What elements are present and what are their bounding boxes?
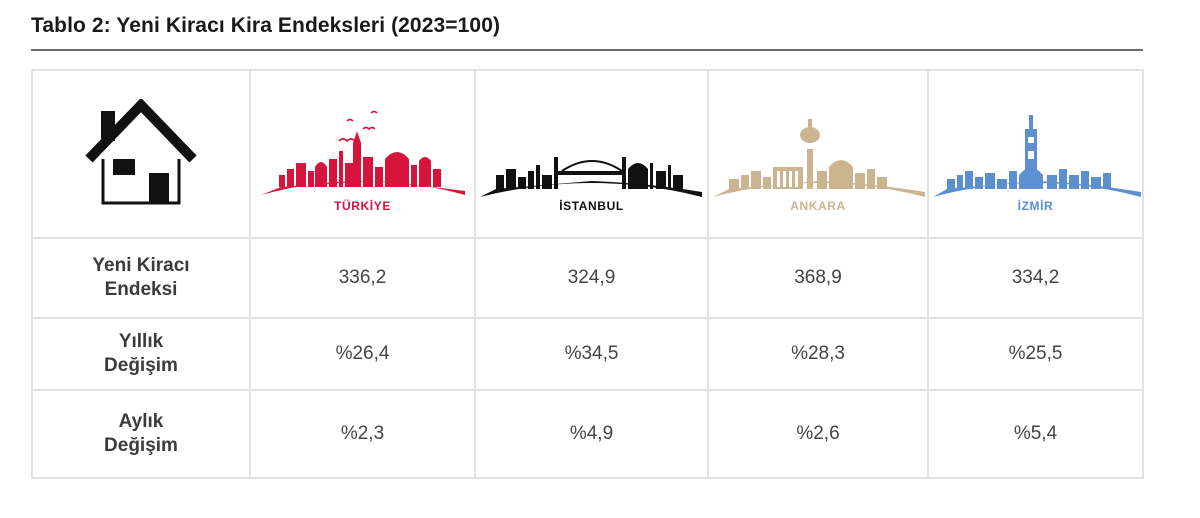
column-izmir: İZMİR [927,69,1144,239]
house-icon [85,99,197,205]
table-cell: %2,3 [249,389,476,479]
header-row: TÜRKİYE İ [31,69,1144,239]
title-divider [31,49,1143,51]
turkiye-skyline-icon [261,110,465,195]
column-ankara: ANKARA [707,69,929,239]
column-title-turkiye: TÜRKİYE [334,199,391,213]
table-cell: %28,3 [707,317,929,391]
table-row: Yeni Kiracı Endeksi 336,2 324,9 368,9 33… [31,237,1144,319]
table-cell: %4,9 [474,389,709,479]
table-cell: 324,9 [474,237,709,319]
table-cell: %34,5 [474,317,709,391]
table-cell: %5,4 [927,389,1144,479]
table-cell: %26,4 [249,317,476,391]
rent-index-table: TÜRKİYE İ [31,69,1144,479]
row-label-monthly-change: Aylık Değişim [31,389,251,479]
table-cell: 334,2 [927,237,1144,319]
ankara-skyline-icon [713,119,925,197]
table-title: Tablo 2: Yeni Kiracı Kira Endeksleri (20… [31,14,501,37]
column-title-ankara: ANKARA [790,199,846,213]
house-cell [31,69,251,239]
column-turkiye: TÜRKİYE [249,69,476,239]
table-row: Yıllık Değişim %26,4 %34,5 %28,3 %25,5 [31,317,1144,391]
table-row: Aylık Değişim %2,3 %4,9 %2,6 %5,4 [31,389,1144,479]
table-cell: %2,6 [707,389,929,479]
istanbul-skyline-icon [480,157,702,197]
row-label-annual-change: Yıllık Değişim [31,317,251,391]
izmir-skyline-icon [933,115,1141,197]
row-label-new-tenant-index: Yeni Kiracı Endeksi [31,237,251,319]
table-cell: 368,9 [707,237,929,319]
column-istanbul: İSTANBUL [474,69,709,239]
table-cell: %25,5 [927,317,1144,391]
table-cell: 336,2 [249,237,476,319]
column-title-izmir: İZMİR [1017,199,1054,213]
column-title-istanbul: İSTANBUL [559,199,624,213]
